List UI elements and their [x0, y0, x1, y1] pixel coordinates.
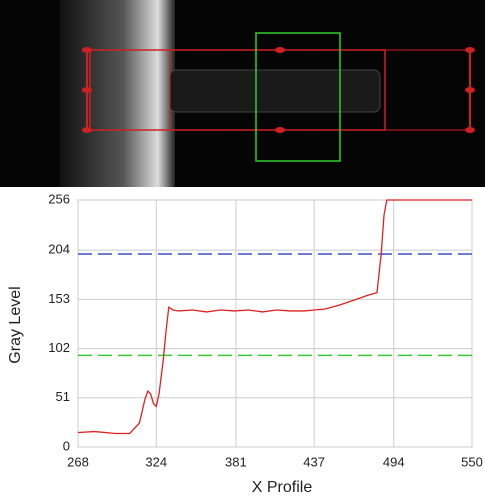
camera-image — [0, 0, 485, 187]
y-axis-title: Gray Level — [7, 286, 24, 363]
x-tick-label: 550 — [461, 454, 483, 469]
x-tick-label: 494 — [383, 454, 405, 469]
plot-area — [77, 199, 473, 448]
x-tick-label: 268 — [67, 454, 89, 469]
x-tick-label: 381 — [225, 454, 247, 469]
x-axis-title: X Profile — [252, 479, 313, 496]
y-tick-label: 0 — [63, 438, 70, 453]
x-tick-label: 324 — [145, 454, 167, 469]
x-tick-label: 437 — [303, 454, 325, 469]
y-tick-label: 102 — [48, 340, 70, 355]
profile-line — [77, 199, 472, 435]
y-tick-label: 204 — [48, 242, 70, 257]
y-tick-label: 51 — [56, 389, 70, 404]
y-tick-label: 256 — [48, 191, 70, 206]
y-tick-label: 153 — [48, 291, 70, 306]
